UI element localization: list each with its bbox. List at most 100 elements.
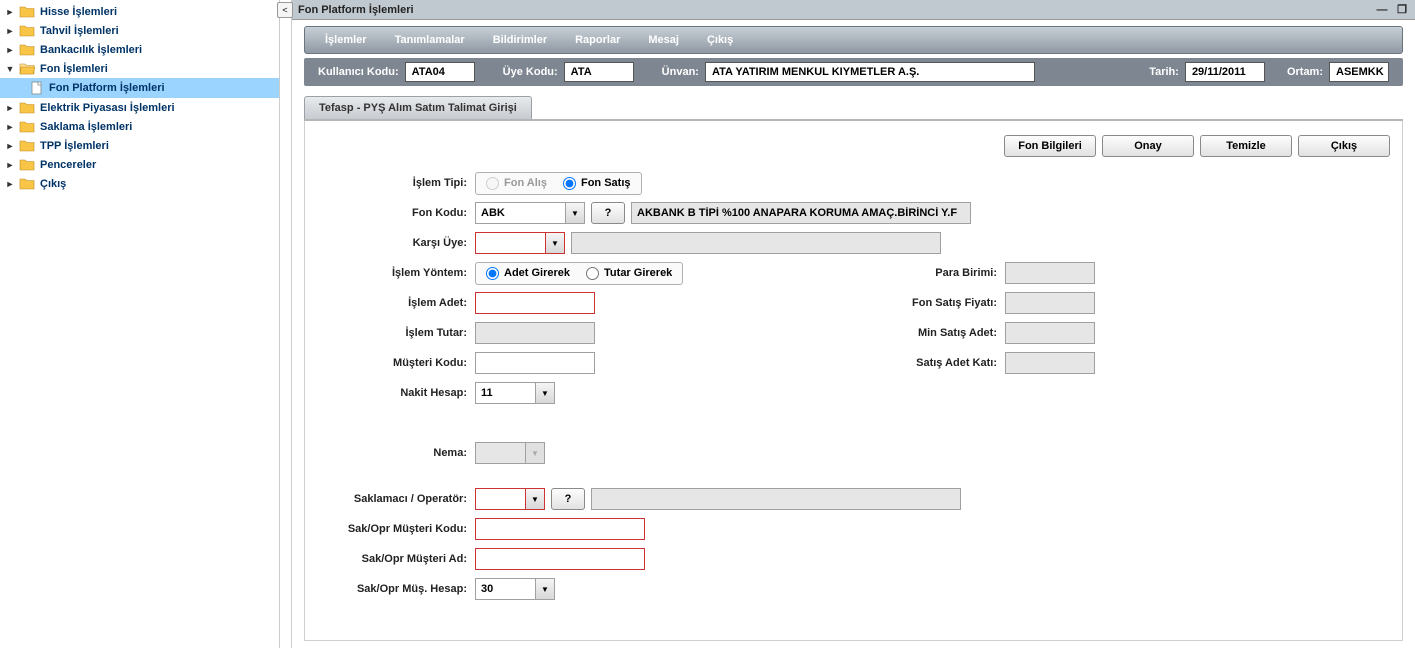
caret-right-icon: ► (4, 6, 16, 18)
karsi-uye-label: Karşı Üye: (325, 237, 475, 249)
musteri-kodu-input[interactable] (475, 352, 595, 374)
menu-cikis[interactable]: Çıkış (693, 30, 747, 50)
temizle-button[interactable]: Temizle (1200, 135, 1292, 157)
nakit-hesap-input[interactable] (475, 382, 535, 404)
caret-right-icon: ► (4, 121, 16, 133)
islem-adet-label: İşlem Adet: (325, 297, 475, 309)
adet-girerek-radio[interactable]: Adet Girerek (486, 267, 570, 280)
folder-icon (19, 5, 35, 18)
fon-alis-radio[interactable]: Fon Alış (486, 177, 547, 190)
tab-tefasp[interactable]: Tefasp - PYŞ Alım Satım Talimat Girişi (304, 96, 532, 119)
tab-strip: Tefasp - PYŞ Alım Satım Talimat Girişi (304, 96, 1403, 121)
ortam-label: Ortam: (1287, 66, 1323, 78)
action-bar: Fon Bilgileri Onay Temizle Çıkış (315, 131, 1392, 171)
kullanici-kodu-value: ATA04 (405, 62, 475, 82)
window-title: Fon Platform İşlemleri (298, 4, 1375, 16)
unvan-value: ATA YATIRIM MENKUL KIYMETLER A.Ş. (705, 62, 1035, 82)
islem-adet-input[interactable] (475, 292, 595, 314)
chevron-down-icon[interactable]: ▼ (535, 578, 555, 600)
caret-right-icon: ► (4, 44, 16, 56)
saklamaci-select[interactable]: ▼ (475, 488, 545, 510)
fon-bilgileri-button[interactable]: Fon Bilgileri (1004, 135, 1096, 157)
karsi-uye-select[interactable]: ▼ (475, 232, 565, 254)
tree-item-tpp[interactable]: ► TPP İşlemleri (0, 136, 279, 155)
cikis-button[interactable]: Çıkış (1298, 135, 1390, 157)
sak-mus-hesap-select[interactable]: ▼ (475, 578, 555, 600)
tarih-label: Tarih: (1149, 66, 1179, 78)
sidebar-collapse-handle: < (280, 0, 292, 648)
sak-mus-hesap-label: Sak/Opr Müş. Hesap: (325, 583, 475, 595)
tree-label: Pencereler (40, 159, 96, 171)
islem-yontem-label: İşlem Yöntem: (325, 267, 475, 279)
karsi-uye-name-field (571, 232, 941, 254)
folder-icon (19, 101, 35, 114)
saklamaci-name-field (591, 488, 961, 510)
karsi-uye-input[interactable] (475, 232, 545, 254)
chevron-down-icon[interactable]: ▼ (545, 232, 565, 254)
uye-kodu-value: ATA (564, 62, 634, 82)
minimize-icon[interactable]: — (1375, 3, 1389, 17)
window-titlebar: Fon Platform İşlemleri — ❐ (292, 0, 1415, 20)
islem-yontem-radio-group: Adet Girerek Tutar Girerek (475, 262, 683, 285)
nema-select: ▼ (475, 442, 545, 464)
sak-musteri-ad-input[interactable] (475, 548, 645, 570)
tree-item-fon[interactable]: ▼ Fon İşlemleri (0, 59, 279, 78)
fon-kodu-select[interactable]: ▼ (475, 202, 585, 224)
tree-label: Elektrik Piyasası İşlemleri (40, 102, 175, 114)
tree-item-cikis[interactable]: ► Çıkış (0, 174, 279, 193)
menu-raporlar[interactable]: Raporlar (561, 30, 634, 50)
fon-kodu-help-button[interactable]: ? (591, 202, 625, 224)
tree-label: Saklama İşlemleri (40, 121, 132, 133)
caret-right-icon: ► (4, 140, 16, 152)
kullanici-kodu-label: Kullanıcı Kodu: (318, 66, 399, 78)
chevron-down-icon: ▼ (525, 442, 545, 464)
tree-item-hisse[interactable]: ► Hisse İşlemleri (0, 2, 279, 21)
folder-icon (19, 158, 35, 171)
islem-tutar-input (475, 322, 595, 344)
satis-adet-kati-label: Satış Adet Katı: (785, 357, 1005, 369)
menu-bildirimler[interactable]: Bildirimler (479, 30, 561, 50)
menu-tanimlamalar[interactable]: Tanımlamalar (381, 30, 479, 50)
tree-label: Çıkış (40, 178, 66, 190)
sak-musteri-kodu-input[interactable] (475, 518, 645, 540)
tree-label: Bankacılık İşlemleri (40, 44, 142, 56)
menu-mesaj[interactable]: Mesaj (634, 30, 693, 50)
tree-item-elektrik[interactable]: ► Elektrik Piyasası İşlemleri (0, 98, 279, 117)
chevron-down-icon[interactable]: ▼ (535, 382, 555, 404)
nakit-hesap-select[interactable]: ▼ (475, 382, 555, 404)
onay-button[interactable]: Onay (1102, 135, 1194, 157)
menubar: İşlemler Tanımlamalar Bildirimler Raporl… (304, 26, 1403, 54)
saklamaci-input[interactable] (475, 488, 525, 510)
tutar-girerek-radio[interactable]: Tutar Girerek (586, 267, 672, 280)
min-satis-adet-label: Min Satış Adet: (785, 327, 1005, 339)
sak-musteri-kodu-label: Sak/Opr Müşteri Kodu: (325, 523, 475, 535)
tree-item-saklama[interactable]: ► Saklama İşlemleri (0, 117, 279, 136)
fon-satis-fiyati-field (1005, 292, 1095, 314)
unvan-label: Ünvan: (662, 66, 699, 78)
tree-item-bankacilik[interactable]: ► Bankacılık İşlemleri (0, 40, 279, 59)
ortam-value: ASEMKK (1329, 62, 1389, 82)
chevron-down-icon[interactable]: ▼ (565, 202, 585, 224)
nema-input (475, 442, 525, 464)
tab-body: Fon Bilgileri Onay Temizle Çıkış İşlem T… (304, 121, 1403, 641)
sidebar: ► Hisse İşlemleri ► Tahvil İşlemleri ► B… (0, 0, 280, 648)
fon-satis-radio[interactable]: Fon Satış (563, 177, 631, 190)
caret-right-icon: ► (4, 102, 16, 114)
fon-kodu-label: Fon Kodu: (325, 207, 475, 219)
tree-item-fon-platform[interactable]: Fon Platform İşlemleri (0, 78, 279, 98)
sidebar-collapse-button[interactable]: < (277, 2, 293, 18)
tree-label: Fon Platform İşlemleri (49, 82, 165, 94)
tree-label: Hisse İşlemleri (40, 6, 117, 18)
document-icon (30, 81, 44, 95)
folder-icon (19, 139, 35, 152)
menu-islemler[interactable]: İşlemler (311, 30, 381, 50)
tree-item-pencereler[interactable]: ► Pencereler (0, 155, 279, 174)
chevron-down-icon[interactable]: ▼ (525, 488, 545, 510)
maximize-icon[interactable]: ❐ (1395, 3, 1409, 17)
tree-item-tahvil[interactable]: ► Tahvil İşlemleri (0, 21, 279, 40)
fon-kodu-input[interactable] (475, 202, 565, 224)
folder-icon (19, 120, 35, 133)
saklamaci-help-button[interactable]: ? (551, 488, 585, 510)
sak-mus-hesap-input[interactable] (475, 578, 535, 600)
caret-right-icon: ► (4, 178, 16, 190)
